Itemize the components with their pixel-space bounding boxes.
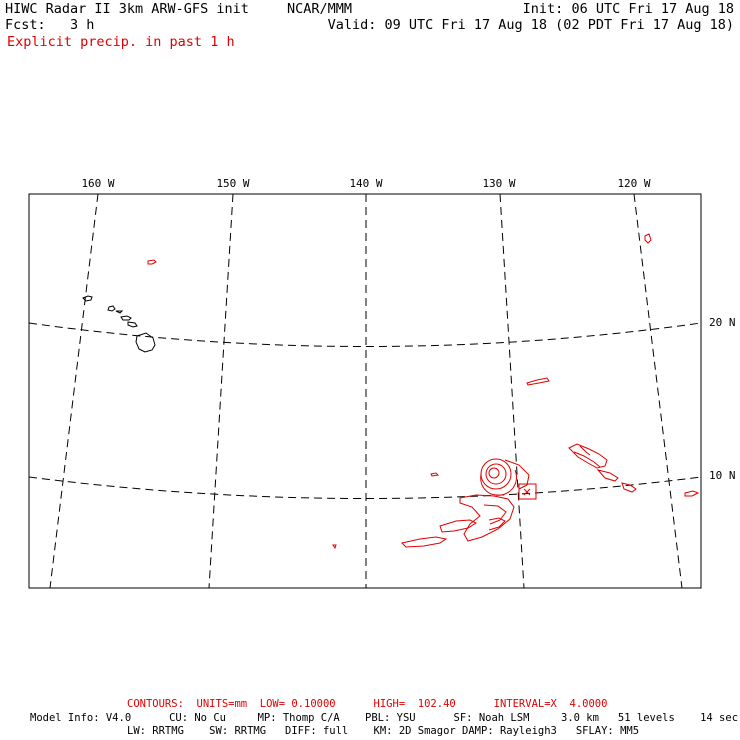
lon-label-160w: 160 W xyxy=(81,177,114,190)
meridian-150w xyxy=(208,194,234,588)
lon-label-130w: 130 W xyxy=(482,177,515,190)
parallel-20n xyxy=(29,322,701,347)
model-info-line2: LW: RRTMG SW: RRTMG DIFF: full KM: 2D Sm… xyxy=(127,725,640,737)
lat-label-10n: 10 N xyxy=(709,469,736,482)
lon-label-120w: 120 W xyxy=(617,177,650,190)
lat-label-20n: 20 N xyxy=(709,316,736,329)
valid-time: Valid: 09 UTC Fri 17 Aug 18 (02 PDT Fri … xyxy=(327,17,734,33)
parallel-10n xyxy=(29,476,701,499)
forecast-hour: Fcst: 3 h xyxy=(5,17,95,33)
init-time: Init: 06 UTC Fri 17 Aug 18 xyxy=(522,1,734,17)
field-name: Explicit precip. in past 1 h xyxy=(7,34,235,50)
precipitation-contours xyxy=(147,233,700,550)
meridian-120w xyxy=(633,194,683,588)
meridian-160w xyxy=(49,194,99,588)
latitude-labels: 20 N 10 N xyxy=(709,316,736,482)
hawaii-islands xyxy=(82,295,156,353)
lon-label-150w: 150 W xyxy=(216,177,249,190)
map-graticule xyxy=(29,194,701,588)
map-frame xyxy=(28,193,702,589)
lon-label-140w: 140 W xyxy=(349,177,382,190)
organization-label: NCAR/MMM xyxy=(287,1,353,17)
model-info-line1: Model Info: V4.0 CU: No Cu MP: Thomp C/A… xyxy=(30,712,739,724)
product-title: HIWC Radar II 3km ARW-GFS init xyxy=(5,1,249,17)
contour-info: CONTOURS: UNITS=mm LOW= 0.10000 HIGH= 10… xyxy=(127,698,608,710)
longitude-labels: 160 W 150 W 140 W 130 W 120 W xyxy=(81,177,650,190)
meridian-130w xyxy=(499,194,525,588)
